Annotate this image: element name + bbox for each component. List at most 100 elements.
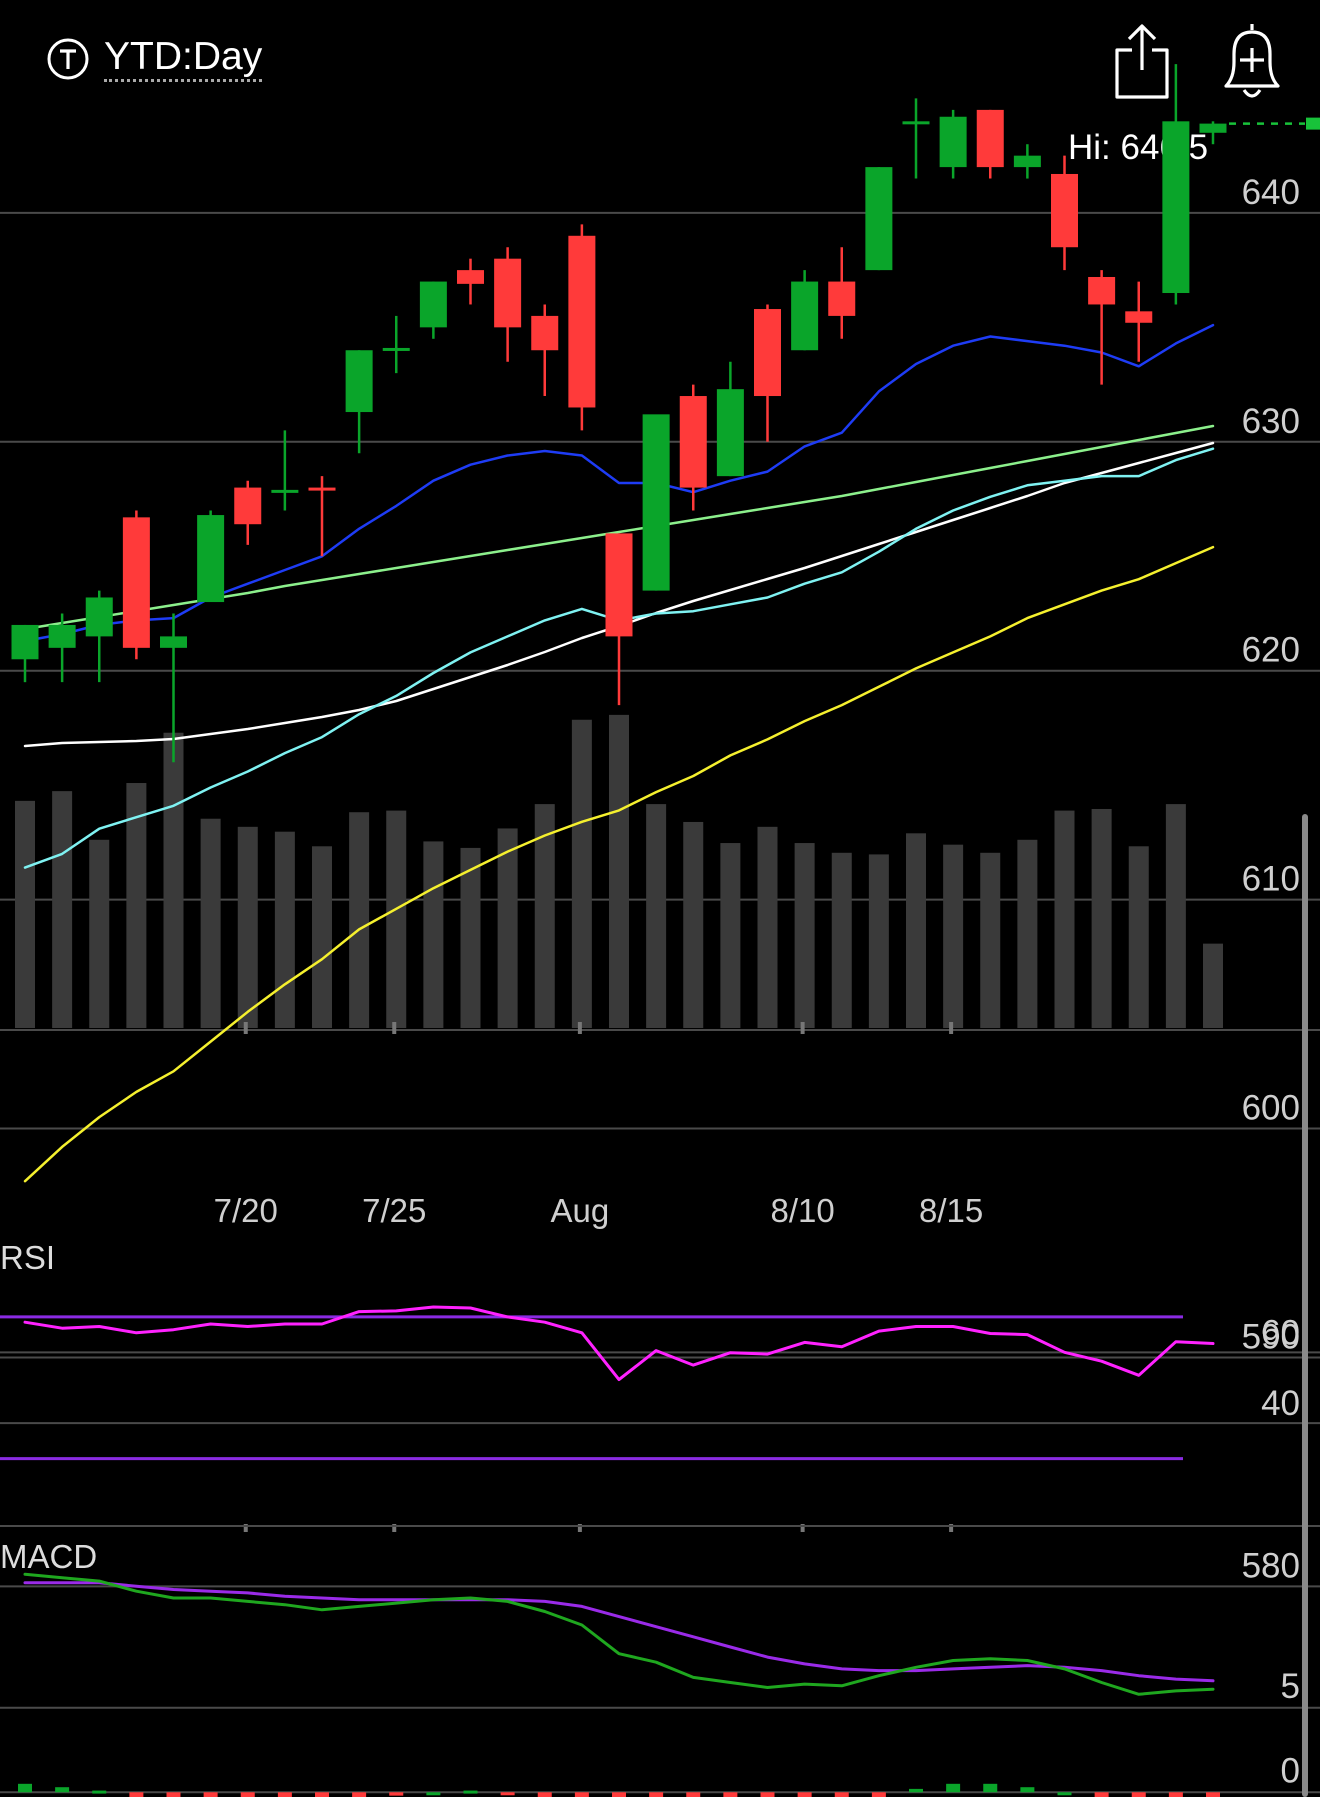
last-price-marker <box>1306 117 1320 130</box>
rsi-line <box>23 1305 1215 1382</box>
volume-bar <box>868 854 889 1028</box>
volume-bar <box>274 831 295 1028</box>
candle-body <box>642 414 670 591</box>
macd-histogram-bar <box>1131 1792 1146 1797</box>
candle <box>976 109 1004 179</box>
macd-axis-label: 5 <box>1281 1667 1300 1706</box>
price-axis-label: 630 <box>1242 402 1300 441</box>
add-alert-button[interactable] <box>1214 20 1290 104</box>
candle <box>531 304 559 397</box>
candle-body <box>160 636 187 648</box>
candle <box>642 414 670 591</box>
volume-bar <box>1091 808 1112 1028</box>
candle-body <box>1162 121 1190 294</box>
candle-body <box>234 487 262 525</box>
candle-body <box>828 281 856 316</box>
add-alert-bell-icon <box>1224 24 1280 98</box>
macd-histogram-bar <box>277 1792 292 1797</box>
candle-body <box>122 517 150 648</box>
axis-labels: 640 630 620 610 600 590 580 7/20 7/25 Aug 8/10 8/15 <box>214 117 1320 1585</box>
macd-histogram-bar <box>946 1783 961 1793</box>
candle-body <box>754 309 781 397</box>
candle-body <box>494 258 522 328</box>
macd-histogram-bar <box>871 1792 886 1797</box>
candle-body <box>1199 123 1227 133</box>
candle <box>48 613 76 683</box>
volume-bar <box>52 791 73 1028</box>
macd-histogram-bar <box>203 1792 218 1797</box>
candle <box>419 281 447 339</box>
scrollbar[interactable] <box>1302 814 1308 1797</box>
candle <box>1051 155 1078 271</box>
candle-body <box>679 396 707 488</box>
macd-histogram-bar <box>537 1792 552 1797</box>
macd-histogram-bar <box>909 1788 923 1793</box>
timeframe-label: YTD:Day <box>104 37 263 82</box>
candle-body <box>1051 173 1078 248</box>
candle-body <box>531 315 559 351</box>
candle-body <box>345 350 373 413</box>
timeframe-selector[interactable]: YTD:Day <box>46 34 263 84</box>
candle <box>197 510 225 603</box>
volume-bar <box>906 833 926 1028</box>
volume-bar <box>349 812 370 1028</box>
macd-histogram-bar <box>389 1792 404 1796</box>
candle <box>605 533 633 706</box>
macd-histogram-bar <box>1057 1792 1072 1796</box>
candle-body <box>457 270 484 284</box>
date-axis-label: 7/20 <box>214 1192 278 1229</box>
rsi-axis-label: 60 <box>1261 1313 1300 1352</box>
macd-histogram-bar <box>834 1792 849 1797</box>
candle-body <box>308 487 336 491</box>
candle <box>791 270 819 351</box>
volume-bar <box>794 843 815 1028</box>
macd-signal-line <box>23 1581 1215 1683</box>
candle <box>902 98 930 179</box>
rsi-axis-label: 40 <box>1261 1384 1300 1423</box>
volume-bar <box>1128 846 1149 1028</box>
candle-body <box>568 235 596 408</box>
macd-histogram-bar <box>1020 1787 1035 1793</box>
candle <box>1088 270 1116 385</box>
rsi-panel: RSI 60 40 <box>0 1239 1320 1527</box>
candle <box>494 247 522 362</box>
macd-axis-label: 0 <box>1281 1751 1300 1790</box>
volume-bar <box>943 844 964 1028</box>
ticker-t-icon <box>47 38 89 80</box>
macd-histogram-bar <box>315 1792 329 1797</box>
macd-histogram-bar <box>92 1790 107 1794</box>
candle-body <box>791 281 819 351</box>
candle-body <box>1125 311 1153 323</box>
volume-bar <box>423 841 444 1028</box>
volume-bar <box>831 852 852 1028</box>
macd-histogram-bar <box>686 1792 701 1797</box>
volume-bar <box>126 783 147 1028</box>
price-axis-label: 610 <box>1242 860 1300 899</box>
candle <box>382 315 410 374</box>
candle <box>122 510 150 660</box>
candle-body <box>902 121 930 125</box>
macd-histogram-bar <box>1168 1792 1183 1797</box>
candle-body <box>11 624 39 660</box>
candle-body <box>716 389 744 477</box>
volume-bar <box>237 826 258 1028</box>
macd-title: MACD <box>0 1538 97 1575</box>
share-button[interactable] <box>1110 20 1174 104</box>
volume-bar <box>1017 839 1038 1028</box>
volume-bar <box>757 826 778 1028</box>
candlesticks[interactable] <box>11 64 1227 763</box>
volume-bars <box>15 714 1223 1028</box>
price-axis-label: 640 <box>1242 173 1300 212</box>
candle-body <box>271 489 299 493</box>
candle <box>11 624 39 683</box>
macd-histogram-bar <box>1094 1792 1109 1797</box>
candle <box>1199 121 1227 145</box>
macd-histogram-bar <box>426 1792 441 1796</box>
macd-histogram-bar <box>18 1783 32 1793</box>
volume-bar <box>497 828 518 1028</box>
chart-toolbar: YTD:Day <box>0 0 1320 120</box>
volume-bar <box>460 847 481 1028</box>
candle-body <box>976 109 1004 168</box>
candle-body <box>605 533 633 637</box>
